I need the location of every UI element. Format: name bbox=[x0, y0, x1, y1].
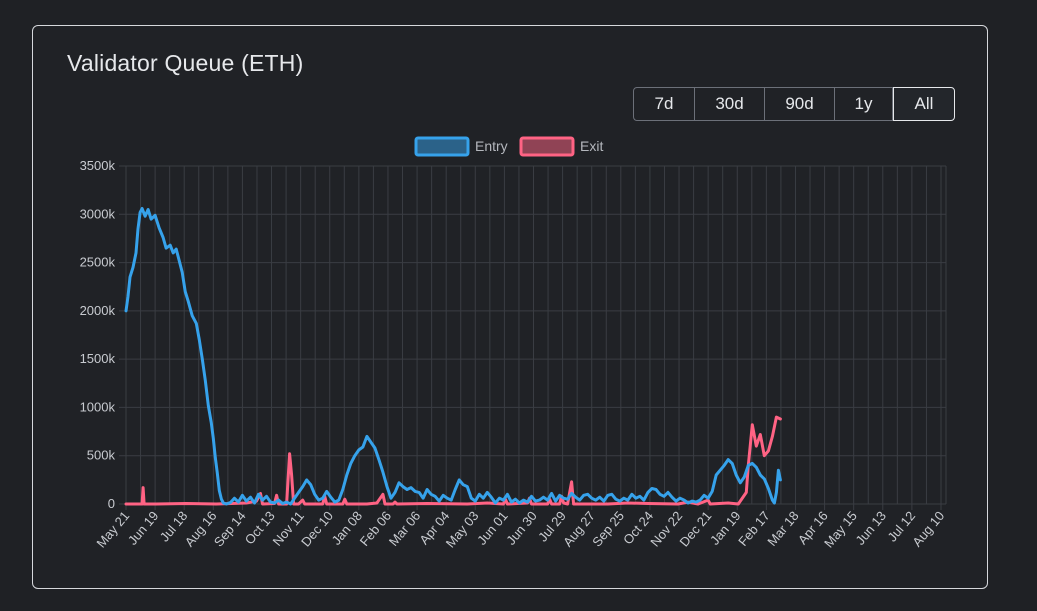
legend-label-exit[interactable]: Exit bbox=[580, 138, 603, 154]
range-button-7d[interactable]: 7d bbox=[633, 87, 695, 121]
x-tick-label: Jun 13 bbox=[852, 508, 889, 548]
y-tick-label: 1000k bbox=[80, 399, 116, 414]
legend-swatch-exit[interactable] bbox=[519, 136, 575, 157]
y-tick-label: 0 bbox=[108, 496, 115, 511]
series-line-entry bbox=[124, 207, 782, 506]
x-tick-label: Dec 21 bbox=[676, 508, 714, 549]
x-tick-label: Jun 30 bbox=[503, 508, 540, 548]
x-tick-label: Mar 18 bbox=[764, 508, 802, 549]
range-button-all[interactable]: All bbox=[893, 87, 955, 121]
range-button-1y[interactable]: 1y bbox=[835, 87, 893, 121]
x-tick-label: Dec 10 bbox=[298, 508, 336, 549]
legend-swatch-entry[interactable] bbox=[414, 136, 470, 157]
y-tick-label: 2500k bbox=[80, 255, 116, 270]
x-tick-label: Sep 14 bbox=[211, 508, 249, 549]
time-range-selector: 7d 30d 90d 1y All bbox=[633, 87, 955, 121]
range-button-90d[interactable]: 90d bbox=[765, 87, 835, 121]
y-tick-label: 500k bbox=[87, 448, 116, 463]
x-tick-label: Mar 06 bbox=[386, 508, 424, 549]
y-tick-label: 3000k bbox=[80, 206, 116, 221]
y-tick-label: 2000k bbox=[80, 303, 116, 318]
legend-label-entry[interactable]: Entry bbox=[475, 138, 508, 154]
x-tick-label: May 21 bbox=[93, 508, 132, 550]
x-tick-label: Jun 01 bbox=[474, 508, 511, 548]
range-button-30d[interactable]: 30d bbox=[695, 87, 765, 121]
x-tick-label: Sep 25 bbox=[589, 508, 627, 549]
y-tick-label: 3500k bbox=[80, 158, 116, 173]
x-tick-label: Aug 10 bbox=[909, 508, 947, 549]
chart-title: Validator Queue (ETH) bbox=[67, 50, 304, 76]
y-tick-label: 1500k bbox=[80, 351, 116, 366]
x-tick-label: Jun 19 bbox=[125, 508, 162, 548]
